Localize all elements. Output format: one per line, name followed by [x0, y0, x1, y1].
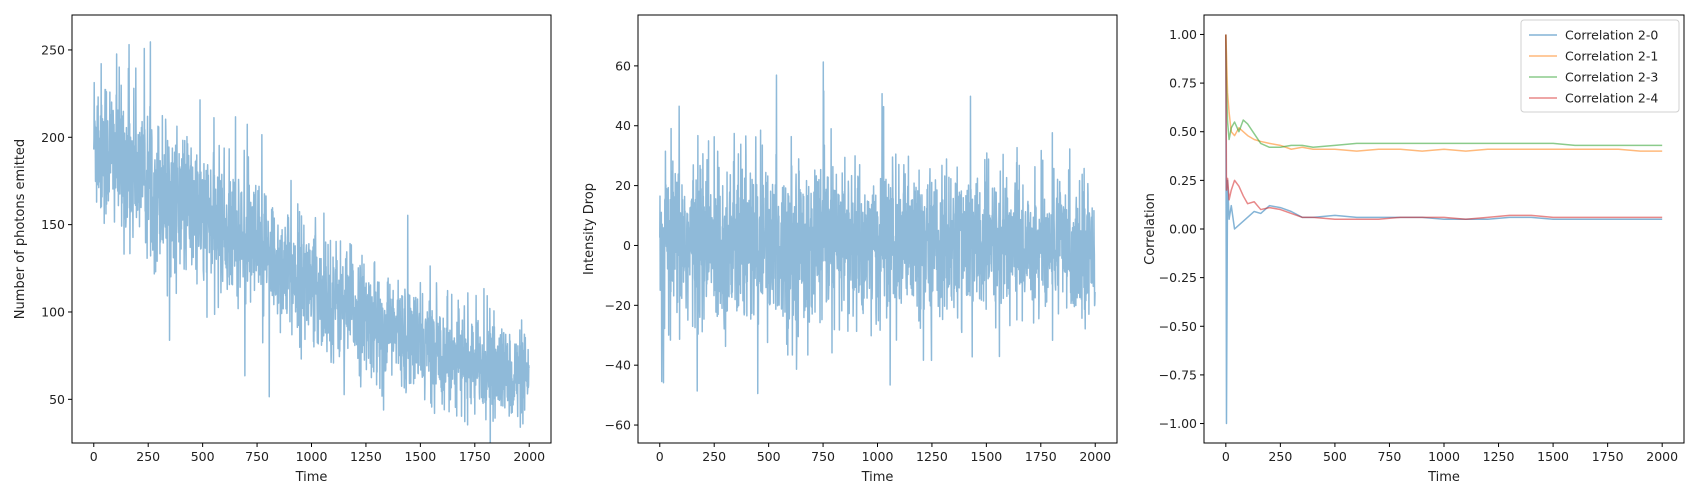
- x-tick-label: 250: [702, 449, 726, 464]
- y-tick-label: 0: [623, 238, 631, 253]
- y-tick-label: 0.50: [1169, 124, 1197, 139]
- plot-area: [1225, 34, 1663, 425]
- legend: Correlation 2-0 Correlation 2-1 Correlatio…: [1520, 19, 1680, 113]
- x-tick-label: 750: [245, 449, 269, 464]
- series-line-0: [93, 41, 530, 443]
- y-tick-label: −20: [605, 298, 631, 313]
- legend-label: Correlation 2-4: [1565, 91, 1658, 106]
- chart-panel-1: 0 250 500 750 1000 1250 1500 1750 2000 −60 −40 −20 0…: [582, 14, 1118, 485]
- y-tick-label: 40: [615, 118, 631, 133]
- series-correlation-2-1: [1225, 34, 1663, 152]
- x-tick-label: 1250: [916, 449, 948, 464]
- x-tick-label: 1250: [1483, 449, 1515, 464]
- y-tick-label: −0.50: [1159, 319, 1197, 334]
- series-line-1: [659, 61, 1096, 395]
- x-tick-label: 750: [811, 449, 835, 464]
- y-axis-label: Intensity Drop: [582, 183, 597, 275]
- x-tick-label: 1750: [1025, 449, 1057, 464]
- y-tick-label: 200: [41, 130, 65, 145]
- x-tick-label: 2000: [513, 449, 545, 464]
- y-tick-label: 150: [41, 217, 65, 232]
- x-tick-label: 250: [136, 449, 160, 464]
- x-tick-label: 1500: [404, 449, 436, 464]
- y-tick-label: −0.25: [1159, 270, 1197, 285]
- y-tick-label: −0.75: [1159, 367, 1197, 382]
- x-axis-label: Time: [861, 470, 894, 485]
- x-tick-label: 2000: [1079, 449, 1111, 464]
- y-tick-label: −60: [605, 418, 631, 433]
- y-tick-label: 0.00: [1169, 222, 1197, 237]
- chart-panel-2: 0 250 500 750 1000 1250 1500 1750 2000 −1.00 −0.75…: [1143, 14, 1685, 485]
- x-tick-label: 1000: [1428, 449, 1460, 464]
- x-tick-label: 500: [191, 449, 215, 464]
- x-tick-label: 0: [656, 449, 664, 464]
- y-tick-label: 250: [41, 42, 65, 57]
- series-correlation-2-4: [1225, 34, 1663, 221]
- x-tick-label: 0: [1222, 449, 1230, 464]
- x-tick-label: 2000: [1646, 449, 1678, 464]
- plot-area: [93, 41, 530, 443]
- chart-panel-0: 0 250 500 750 1000 1250 1500 1750 2000 50 100 150 20…: [13, 14, 552, 485]
- x-tick-label: 1250: [350, 449, 382, 464]
- legend-label: Correlation 2-0: [1565, 28, 1658, 43]
- x-tick-label: 750: [1378, 449, 1402, 464]
- x-tick-label: 1750: [459, 449, 491, 464]
- y-tick-label: 50: [49, 392, 65, 407]
- plot-area: [659, 61, 1096, 395]
- series-correlation-2-0: [1225, 34, 1663, 425]
- x-tick-label: 1000: [296, 449, 328, 464]
- y-tick-label: −1.00: [1159, 416, 1197, 431]
- legend-label: Correlation 2-3: [1565, 70, 1658, 85]
- series-correlation-2-3: [1225, 34, 1663, 149]
- x-tick-label: 1500: [970, 449, 1002, 464]
- x-tick-label: 1500: [1537, 449, 1569, 464]
- y-tick-label: 0.25: [1169, 173, 1197, 188]
- x-tick-label: 500: [1323, 449, 1347, 464]
- y-axis-label: Correlation: [1143, 193, 1158, 265]
- x-tick-label: 250: [1268, 449, 1292, 464]
- y-tick-label: 20: [615, 178, 631, 193]
- y-tick-label: 1.00: [1169, 27, 1197, 42]
- y-tick-label: 0.75: [1169, 76, 1197, 91]
- legend-label: Correlation 2-1: [1565, 49, 1658, 64]
- y-tick-label: 60: [615, 58, 631, 73]
- x-axis-label: Time: [1427, 470, 1460, 485]
- x-tick-label: 500: [757, 449, 781, 464]
- x-axis-label: Time: [295, 470, 328, 485]
- legend-box: [1520, 19, 1680, 113]
- x-tick-label: 1000: [862, 449, 894, 464]
- y-tick-label: −40: [605, 358, 631, 373]
- x-tick-label: 0: [90, 449, 98, 464]
- y-tick-label: 100: [41, 304, 65, 319]
- y-axis-label: Number of photons emitted: [13, 139, 28, 319]
- x-tick-label: 1750: [1592, 449, 1624, 464]
